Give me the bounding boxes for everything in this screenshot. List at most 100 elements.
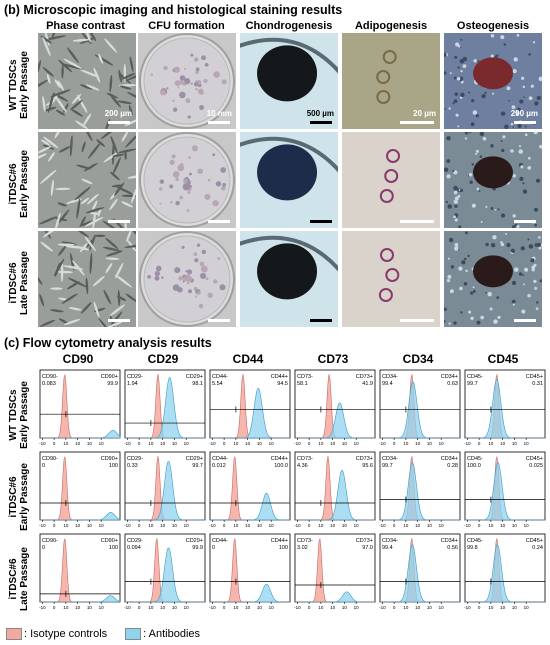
x-tick-label: 10 xyxy=(427,523,433,528)
positive-gate-value: 0.025 xyxy=(529,463,543,469)
x-tick-label: 10 xyxy=(233,441,239,446)
negative-gate-label: CD44- xyxy=(212,538,228,544)
scale-bar-label: 200 µm xyxy=(104,109,132,118)
negative-gate-value: 0.33 xyxy=(127,463,138,469)
positive-gate-value: 94.5 xyxy=(277,381,288,387)
x-tick-label: 0 xyxy=(308,605,311,610)
x-tick-label: 10 xyxy=(172,523,178,528)
micrograph-chondrogenesis-row2 xyxy=(240,132,338,228)
micrograph-osteogenesis-row2 xyxy=(444,132,542,228)
positive-gate-label: CD29+ xyxy=(186,538,203,544)
positive-gate-value: 0.56 xyxy=(447,545,458,551)
histogram-panel-cd34-row2: CD34-99.7 CD34+0.28 -10 0 10 10 10 10 xyxy=(379,451,461,528)
positive-gate-label: CD34+ xyxy=(441,538,458,544)
x-tick-label: 0 xyxy=(53,523,56,528)
x-tick-label: 10 xyxy=(148,605,154,610)
x-tick-label: -10 xyxy=(294,605,301,610)
x-tick-label: 10 xyxy=(439,523,445,528)
marker-header-cd45: CD45 xyxy=(487,352,519,366)
x-tick-label: 10 xyxy=(500,441,506,446)
x-tick-label: 10 xyxy=(342,605,348,610)
x-tick-label: 10 xyxy=(330,523,336,528)
antibody-histogram xyxy=(210,492,290,521)
x-tick-label: 10 xyxy=(524,605,530,610)
x-tick-label: 0 xyxy=(53,605,56,610)
negative-gate-value: 99.4 xyxy=(382,545,393,551)
antibody-histogram xyxy=(380,544,460,603)
x-tick-label: 0 xyxy=(478,441,481,446)
negative-gate-value: 99.4 xyxy=(382,381,393,387)
positive-gate-value: 0.63 xyxy=(447,381,458,387)
negative-gate-label: CD73- xyxy=(297,538,313,544)
x-tick-label: 10 xyxy=(87,605,93,610)
negative-gate-value: 99.8 xyxy=(467,545,478,551)
micrograph-phase-contrast-row3 xyxy=(38,231,136,327)
histogram-panel-cd45-row2: CD45-100.0 CD45+0.025 -10 0 10 10 10 10 xyxy=(464,451,546,528)
x-tick-label: 10 xyxy=(318,523,324,528)
negative-gate-label: CD34- xyxy=(382,374,398,380)
histogram-panel-cd44-row1: CD44-5.54 CD44+94.5 -10 0 10 10 10 10 xyxy=(209,369,291,446)
x-tick-label: 0 xyxy=(138,523,141,528)
x-tick-label: 10 xyxy=(160,441,166,446)
x-tick-label: 10 xyxy=(488,523,494,528)
x-tick-label: 10 xyxy=(269,441,275,446)
x-tick-label: 10 xyxy=(63,523,69,528)
x-tick-label: 10 xyxy=(75,523,81,528)
x-tick-label: -10 xyxy=(39,523,46,528)
x-tick-label: -10 xyxy=(464,523,471,528)
x-tick-label: -10 xyxy=(39,605,46,610)
negative-gate-value: 5.54 xyxy=(212,381,223,387)
antibody-histogram xyxy=(295,591,375,603)
positive-gate-value: 95.6 xyxy=(362,463,373,469)
micrograph-chondrogenesis-row3 xyxy=(240,231,338,327)
x-tick-label: 10 xyxy=(172,605,178,610)
marker-header-cd73: CD73 xyxy=(317,352,349,366)
x-tick-label: 10 xyxy=(245,441,251,446)
positive-gate-label: CD73+ xyxy=(356,456,373,462)
marker-header-cd29: CD29 xyxy=(147,352,179,366)
histogram-panel-cd73-row1: CD73-58.1 CD73+41.9 -10 0 10 10 10 10 xyxy=(294,369,376,446)
positive-gate-label: CD45+ xyxy=(526,456,543,462)
x-tick-label: 10 xyxy=(354,523,360,528)
histogram-panel-cd45-row1: CD45-99.7 CD45+0.31 -10 0 10 10 10 10 xyxy=(464,369,546,446)
micrograph-phase-contrast-row1 xyxy=(38,33,136,129)
x-tick-label: 10 xyxy=(172,441,178,446)
histogram-panel-cd44-row2: CD44-0.012 CD44+100.0 -10 0 10 10 10 10 xyxy=(209,451,291,528)
positive-gate-label: CD34+ xyxy=(441,374,458,380)
antibody-histogram xyxy=(295,402,375,439)
x-tick-label: 10 xyxy=(87,441,93,446)
x-tick-label: -10 xyxy=(124,605,131,610)
section-c-title: (c) Flow cytometry analysis results xyxy=(4,336,212,350)
x-tick-label: -10 xyxy=(379,523,386,528)
histogram-panel-cd29-row3: CD29-0.094 CD29+99.9 -10 0 10 10 10 10 xyxy=(124,533,206,610)
negative-gate-label: CD45- xyxy=(467,374,483,380)
micrograph-adipogenesis-row1 xyxy=(342,33,440,129)
antibody-histogram xyxy=(125,461,205,521)
antibody-histogram xyxy=(40,430,121,439)
negative-gate-value: 100.0 xyxy=(467,463,481,469)
positive-gate-value: 0.28 xyxy=(447,463,458,469)
x-tick-label: -10 xyxy=(209,523,216,528)
micrograph-adipogenesis-row3 xyxy=(342,231,440,327)
x-tick-label: -10 xyxy=(209,605,216,610)
positive-gate-value: 99.9 xyxy=(192,545,203,551)
x-tick-label: 10 xyxy=(184,605,190,610)
positive-gate-label: CD45+ xyxy=(526,538,543,544)
antibody-histogram xyxy=(465,544,545,603)
x-tick-label: 10 xyxy=(354,605,360,610)
x-tick-label: 10 xyxy=(99,605,105,610)
positive-gate-value: 99.9 xyxy=(107,381,118,387)
positive-gate-label: CD73+ xyxy=(356,374,373,380)
x-tick-label: 10 xyxy=(512,441,518,446)
x-tick-label: 10 xyxy=(488,441,494,446)
positive-gate-value: 100.0 xyxy=(274,463,288,469)
x-tick-label: 10 xyxy=(342,441,348,446)
x-tick-label: 10 xyxy=(99,523,105,528)
negative-gate-value: 0.083 xyxy=(42,381,56,387)
antibody-histogram xyxy=(465,378,545,439)
x-tick-label: 10 xyxy=(63,605,69,610)
scale-bar-label: 20 µm xyxy=(413,109,436,118)
x-tick-label: 10 xyxy=(439,605,445,610)
